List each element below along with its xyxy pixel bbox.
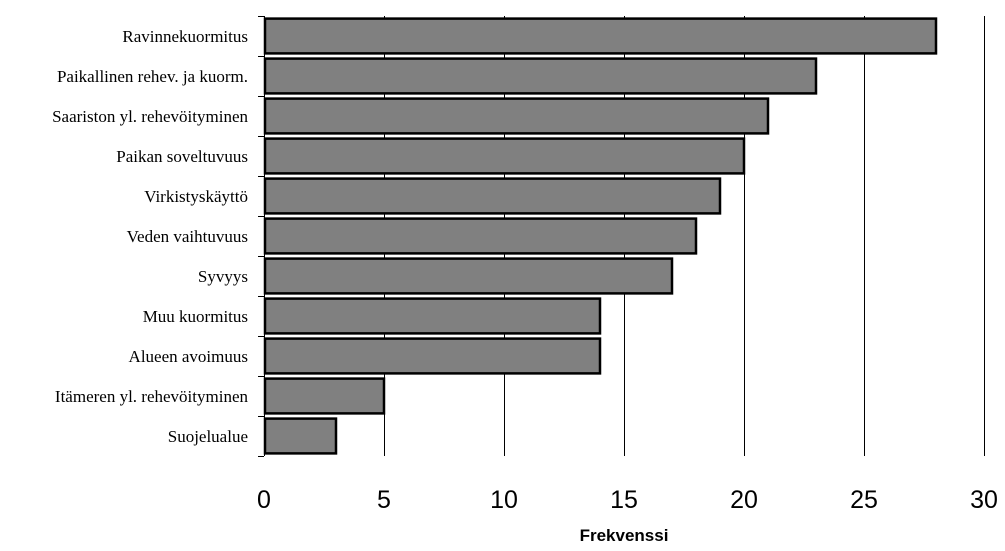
x-tick-label-30: 30	[970, 486, 998, 514]
category-label-3: Paikan soveltuvuus	[116, 147, 248, 166]
category-label-7: Muu kuormitus	[143, 307, 248, 326]
x-tick-label-20: 20	[730, 486, 758, 514]
category-label-8: Alueen avoimuus	[129, 347, 248, 366]
bars	[263, 17, 938, 455]
category-label-4: Virkistyskäyttö	[144, 187, 248, 206]
bar-9	[263, 377, 386, 415]
bar-1	[263, 57, 818, 95]
bar-8	[263, 337, 602, 375]
bar-0	[263, 17, 938, 55]
bar-3	[263, 137, 746, 175]
category-labels: Ravinnekuormitus Paikallinen rehev. ja ku…	[52, 27, 248, 446]
bar-2	[263, 97, 770, 135]
bar-10	[263, 417, 338, 455]
bar-6	[263, 257, 674, 295]
bar-5	[263, 217, 698, 255]
bar-4	[263, 177, 722, 215]
category-label-5: Veden vaihtuvuus	[127, 227, 248, 246]
x-tick-label-5: 5	[377, 486, 391, 514]
category-label-6: Syvyys	[198, 267, 248, 286]
x-tick-label-15: 15	[610, 486, 638, 514]
axes	[258, 16, 265, 457]
tick-labels: 0 5 10 15 20 25 30	[257, 486, 998, 514]
x-tick-label-0: 0	[257, 486, 271, 514]
category-label-0: Ravinnekuormitus	[122, 27, 248, 46]
category-label-9: Itämeren yl. rehevöityminen	[55, 387, 249, 406]
x-tick-label-25: 25	[850, 486, 878, 514]
category-label-2: Saariston yl. rehevöityminen	[52, 107, 248, 126]
category-label-10: Suojelualue	[168, 427, 248, 446]
category-label-1: Paikallinen rehev. ja kuorm.	[57, 67, 248, 86]
bar-7	[263, 297, 602, 335]
x-tick-label-10: 10	[490, 486, 518, 514]
x-axis-title: Frekvenssi	[580, 526, 669, 545]
